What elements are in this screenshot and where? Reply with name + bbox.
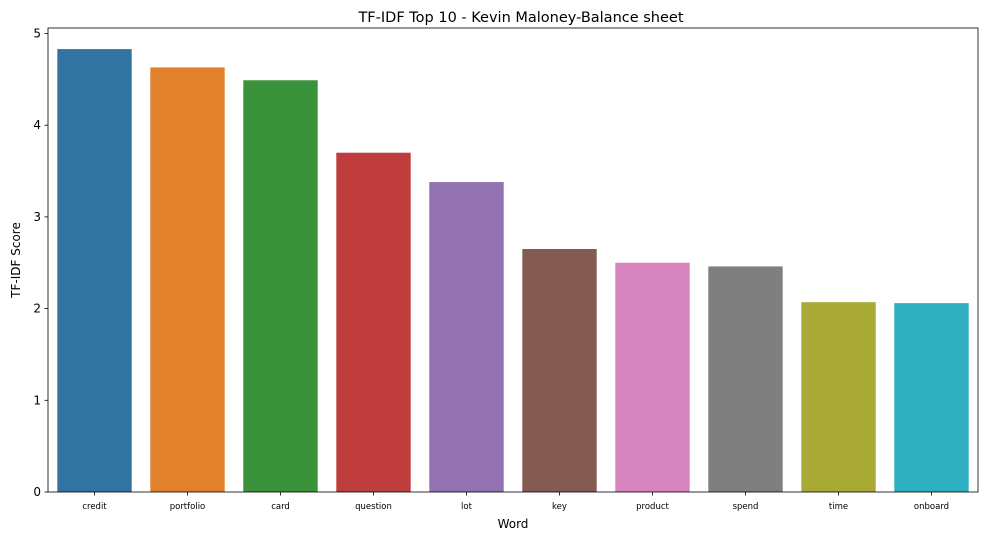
x-tick-label: spend xyxy=(733,502,759,512)
chart-title: TF-IDF Top 10 - Kevin Maloney-Balance sh… xyxy=(357,10,683,26)
x-tick-label: product xyxy=(636,502,669,512)
y-tick-label: 3 xyxy=(33,210,41,224)
y-tick-label: 2 xyxy=(33,302,41,316)
x-axis-label: Word xyxy=(498,517,529,531)
y-tick-label: 0 xyxy=(33,485,41,499)
bar-card xyxy=(243,80,318,493)
y-axis-label: TF-IDF Score xyxy=(9,222,23,299)
y-tick-label: 1 xyxy=(33,393,41,407)
bar-question xyxy=(336,152,411,492)
bar-credit xyxy=(57,49,132,492)
bar-portfolio xyxy=(150,67,225,492)
y-tick-label: 5 xyxy=(33,27,41,41)
x-tick-label: portfolio xyxy=(170,502,206,512)
x-tick-label: lot xyxy=(461,502,473,512)
x-tick-label: time xyxy=(829,502,848,512)
x-tick-label: question xyxy=(355,502,392,512)
bar-spend xyxy=(708,266,783,492)
bar-key xyxy=(522,248,597,492)
x-ticks-group: credit portfolio card question lot key product… xyxy=(82,492,949,512)
x-tick-label: key xyxy=(552,502,567,512)
x-tick-label: credit xyxy=(82,502,107,512)
bar-time xyxy=(801,302,876,492)
plot-frame xyxy=(47,27,979,493)
bar-onboard xyxy=(894,303,969,492)
x-tick-label: onboard xyxy=(914,502,949,512)
bar-product xyxy=(615,262,690,492)
x-tick-label: card xyxy=(271,502,290,512)
y-ticks-group: 0 1 2 3 4 5 xyxy=(33,27,48,499)
y-tick-label: 4 xyxy=(33,118,41,132)
bar-lot xyxy=(429,182,504,492)
bars-group xyxy=(57,49,969,493)
